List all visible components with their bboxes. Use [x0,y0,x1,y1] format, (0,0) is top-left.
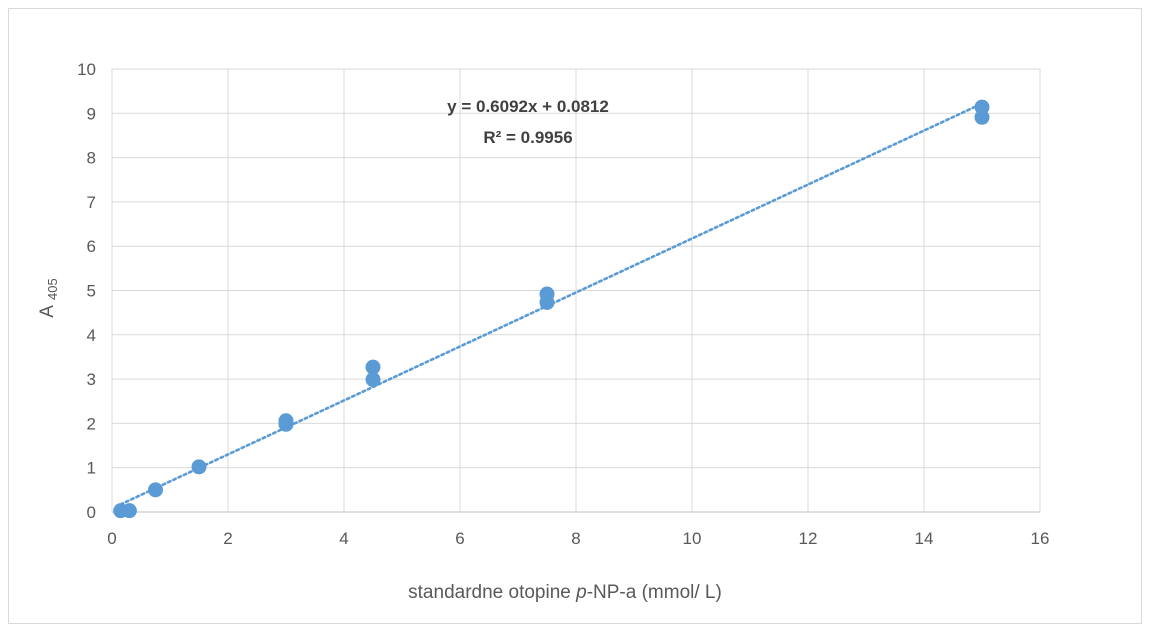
x-tick-label: 10 [683,529,702,548]
x-tick-label: 8 [571,529,580,548]
y-axis-title-main: A [37,305,58,318]
y-tick-label: 9 [87,104,96,123]
data-point [539,294,555,310]
data-point [974,109,990,125]
x-tick-label: 6 [455,529,464,548]
y-axis-title-subscript: 405 [45,278,60,300]
data-points [113,99,990,519]
y-tick-label: 10 [77,60,96,79]
chart-area: 0 1 2 3 4 5 6 7 8 9 10 0 2 4 6 8 10 12 14 16 y = 0.6092x + … [8,8,1142,624]
x-tick-label: 4 [339,529,348,548]
y-tick-label: 6 [87,237,96,256]
y-axis-title: A 405 [37,278,60,317]
x-axis-title-before: standardne otopine [408,582,576,603]
data-point [365,372,381,388]
data-point [148,482,163,498]
trendline-equation: y = 0.6092x + 0.0812 [447,97,609,116]
x-axis-title: standardne otopine p-NP-a (mmol/ L) [408,582,722,603]
y-tick-label: 8 [87,149,96,168]
y-tick-label: 1 [87,459,96,478]
y-tick-label: 5 [87,282,96,301]
x-tick-label: 0 [107,529,116,548]
y-tick-label: 4 [87,326,96,345]
x-tick-label: 14 [915,529,934,548]
y-tick-label: 7 [87,193,96,212]
gridlines [111,68,1041,513]
y-tick-label: 0 [87,503,96,522]
x-tick-label: 12 [799,529,818,548]
x-tick-label: 2 [223,529,232,548]
y-tick-label: 2 [87,414,96,433]
data-point [191,459,207,475]
x-axis-title-after: -NP-a (mmol/ L) [587,582,722,603]
x-axis-title-italic: p [575,582,587,603]
data-point [121,503,137,519]
x-tick-label: 16 [1031,529,1050,548]
y-tick-label: 3 [87,370,96,389]
r-squared-label: R² = 0.9956 [483,128,572,147]
data-point [278,416,294,432]
data-point [365,359,381,375]
